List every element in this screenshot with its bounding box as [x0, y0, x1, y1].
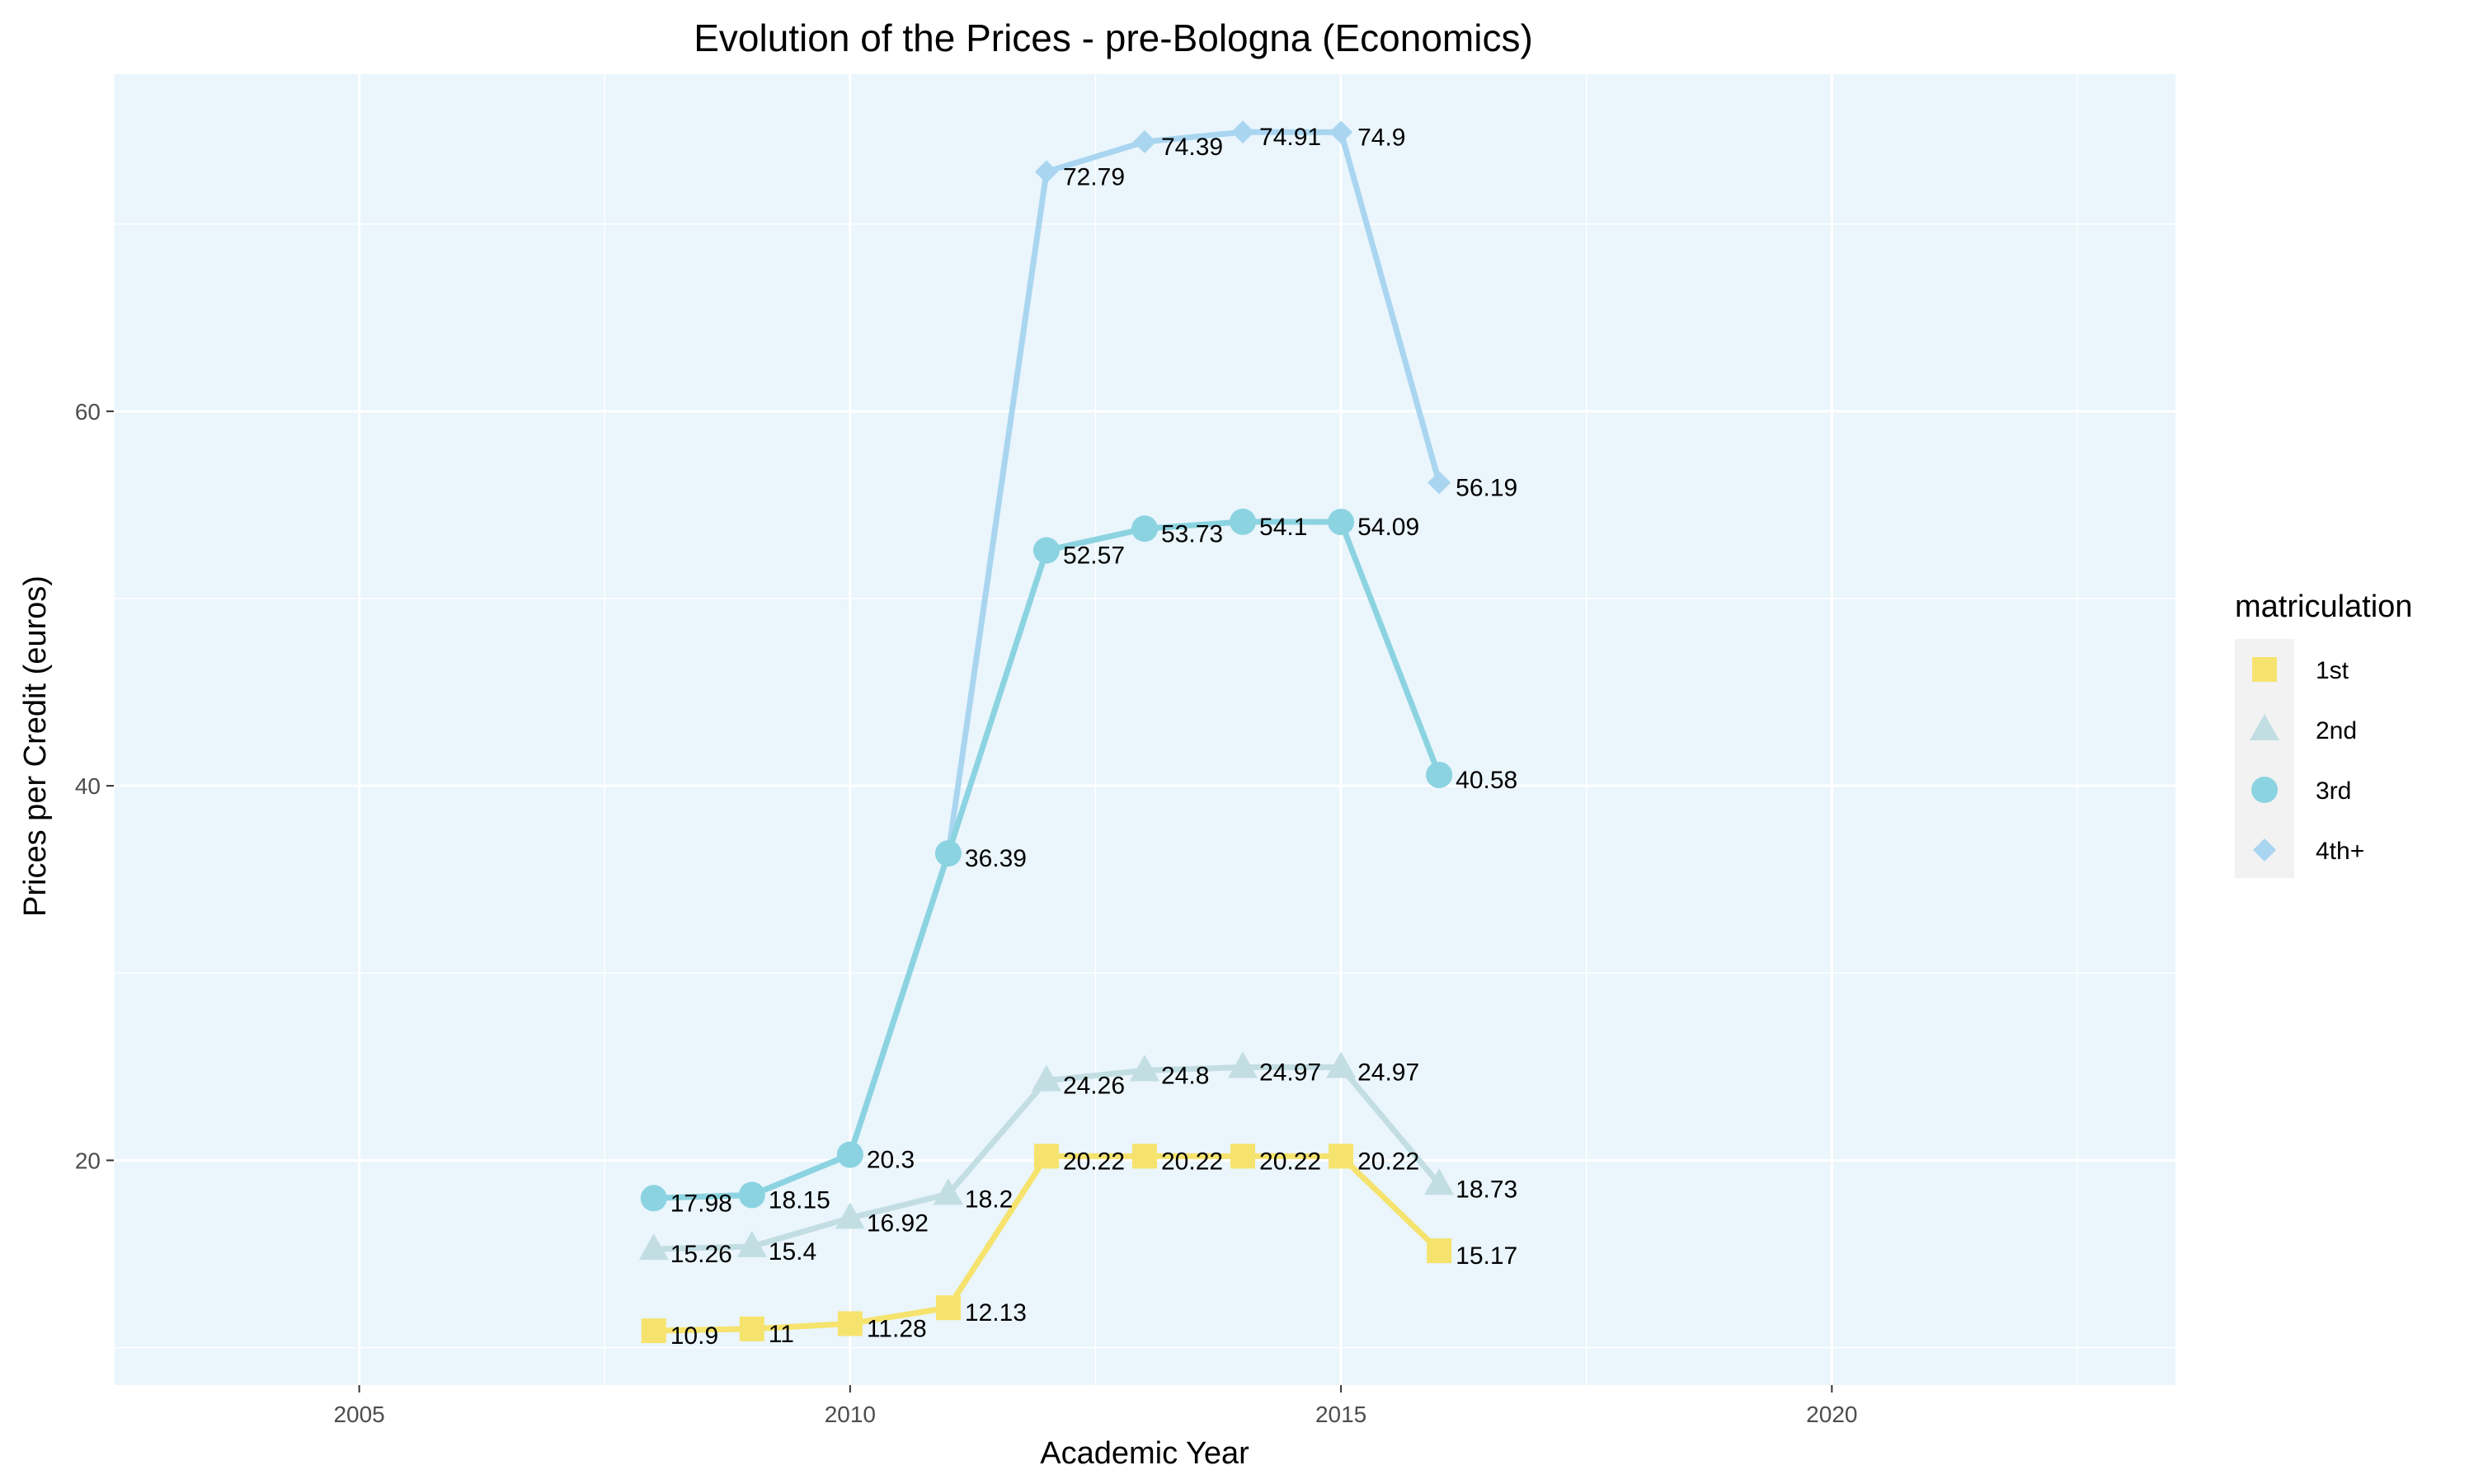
- data-point: [1426, 761, 1453, 788]
- data-label: 15.26: [670, 1241, 732, 1268]
- legend-item-4th+: 4th+: [2253, 838, 2364, 865]
- data-point: [1131, 515, 1158, 542]
- data-label: 52.57: [1063, 542, 1125, 570]
- data-label: 40.58: [1456, 767, 1517, 794]
- legend: matriculation 1st 2nd 3rd 4th+: [2235, 589, 2412, 878]
- data-label-layer: 10.9 11 11.28 12.13 20.22 20.22 20.22 20.22 15.1…: [670, 124, 1517, 1350]
- series-3rd: [640, 508, 1453, 1212]
- data-label: 12.13: [965, 1299, 1027, 1327]
- data-label: 15.17: [1456, 1242, 1517, 1270]
- legend-item-3rd: 3rd: [2251, 777, 2351, 805]
- data-point: [934, 840, 962, 867]
- data-point: [1427, 471, 1451, 495]
- data-point: [640, 1185, 667, 1212]
- y-tick-label: 40: [75, 773, 101, 799]
- data-label: 74.9: [1357, 124, 1405, 151]
- legend-items: 1st 2nd 3rd 4th+: [2250, 657, 2364, 865]
- data-point: [1424, 1168, 1455, 1195]
- data-point: [739, 1316, 764, 1341]
- data-point: [1133, 129, 1156, 153]
- data-label: 53.73: [1161, 520, 1223, 547]
- series-1st: [641, 1144, 1452, 1344]
- data-label: 20.3: [867, 1147, 915, 1174]
- data-point: [736, 1230, 767, 1257]
- data-point: [738, 1181, 765, 1209]
- data-label: 17.98: [670, 1190, 732, 1217]
- data-point: [1329, 1144, 1354, 1169]
- legend-key-2nd: [2250, 714, 2279, 740]
- data-label: 36.39: [965, 845, 1027, 872]
- data-point: [1033, 1144, 1059, 1169]
- data-label: 24.97: [1357, 1059, 1419, 1087]
- data-label: 24.8: [1161, 1062, 1209, 1089]
- data-point: [1130, 1054, 1159, 1082]
- data-point: [1231, 120, 1255, 144]
- data-label: 18.15: [769, 1186, 830, 1214]
- series-2nd: [638, 1051, 1455, 1261]
- data-label: 74.39: [1161, 134, 1223, 161]
- x-tick-label: 2020: [1806, 1402, 1857, 1427]
- data-point: [933, 1178, 963, 1205]
- data-label: 20.22: [1161, 1148, 1223, 1175]
- data-label: 74.91: [1259, 124, 1321, 151]
- data-point: [836, 1141, 863, 1168]
- data-point: [1329, 120, 1353, 144]
- data-label: 18.2: [965, 1186, 1013, 1213]
- data-label: 54.09: [1357, 514, 1419, 541]
- chart-title: Evolution of the Prices - pre-Bologna (E…: [694, 16, 1533, 59]
- x-tick-label: 2005: [333, 1402, 384, 1427]
- legend-title: matriculation: [2235, 589, 2412, 624]
- data-label: 72.79: [1063, 163, 1125, 190]
- legend-label: 3rd: [2316, 777, 2351, 805]
- data-point: [1032, 537, 1060, 564]
- data-point: [1132, 1144, 1157, 1169]
- legend-item-2nd: 2nd: [2250, 714, 2357, 744]
- data-point: [1031, 1064, 1061, 1092]
- legend-label: 1st: [2316, 657, 2349, 684]
- legend-key-1st: [2252, 657, 2277, 682]
- legend-label: 2nd: [2316, 717, 2357, 744]
- data-label: 10.9: [670, 1322, 718, 1350]
- x-tick-label: 2015: [1315, 1402, 1366, 1427]
- data-label: 56.19: [1456, 474, 1517, 501]
- legend-item-1st: 1st: [2252, 657, 2349, 684]
- data-point: [1230, 508, 1257, 535]
- data-point: [1034, 160, 1058, 184]
- data-point: [935, 1295, 961, 1321]
- data-label: 20.22: [1259, 1148, 1321, 1175]
- data-point: [1230, 1144, 1256, 1169]
- data-label: 11: [769, 1321, 794, 1348]
- y-tick-label: 60: [75, 399, 101, 425]
- x-tick-label: 2010: [825, 1402, 876, 1427]
- data-point: [1228, 1051, 1258, 1078]
- legend-label: 4th+: [2316, 838, 2364, 865]
- legend-key-4th+: [2253, 838, 2276, 862]
- data-point: [1328, 509, 1355, 536]
- data-label: 15.4: [769, 1238, 816, 1266]
- data-label: 54.1: [1259, 514, 1307, 541]
- data-label: 24.26: [1063, 1073, 1125, 1100]
- x-axis-title: Academic Year: [1040, 1436, 1249, 1471]
- data-point: [641, 1318, 666, 1344]
- data-label: 11.28: [867, 1315, 927, 1342]
- data-point: [1326, 1051, 1357, 1078]
- y-axis-title: Prices per Credit (euros): [18, 575, 53, 917]
- data-label: 20.22: [1357, 1148, 1419, 1175]
- data-label: 20.22: [1063, 1148, 1125, 1175]
- data-point: [1427, 1238, 1452, 1264]
- data-point: [638, 1233, 669, 1261]
- data-label: 16.92: [867, 1209, 929, 1237]
- legend-key-3rd: [2251, 777, 2278, 803]
- data-point: [835, 1202, 865, 1229]
- data-point: [837, 1311, 863, 1336]
- y-tick-label: 20: [75, 1148, 101, 1173]
- data-label: 18.73: [1456, 1176, 1517, 1203]
- plot-panel: [114, 74, 2175, 1385]
- data-label: 24.97: [1259, 1059, 1321, 1087]
- series-layer: [638, 120, 1455, 1344]
